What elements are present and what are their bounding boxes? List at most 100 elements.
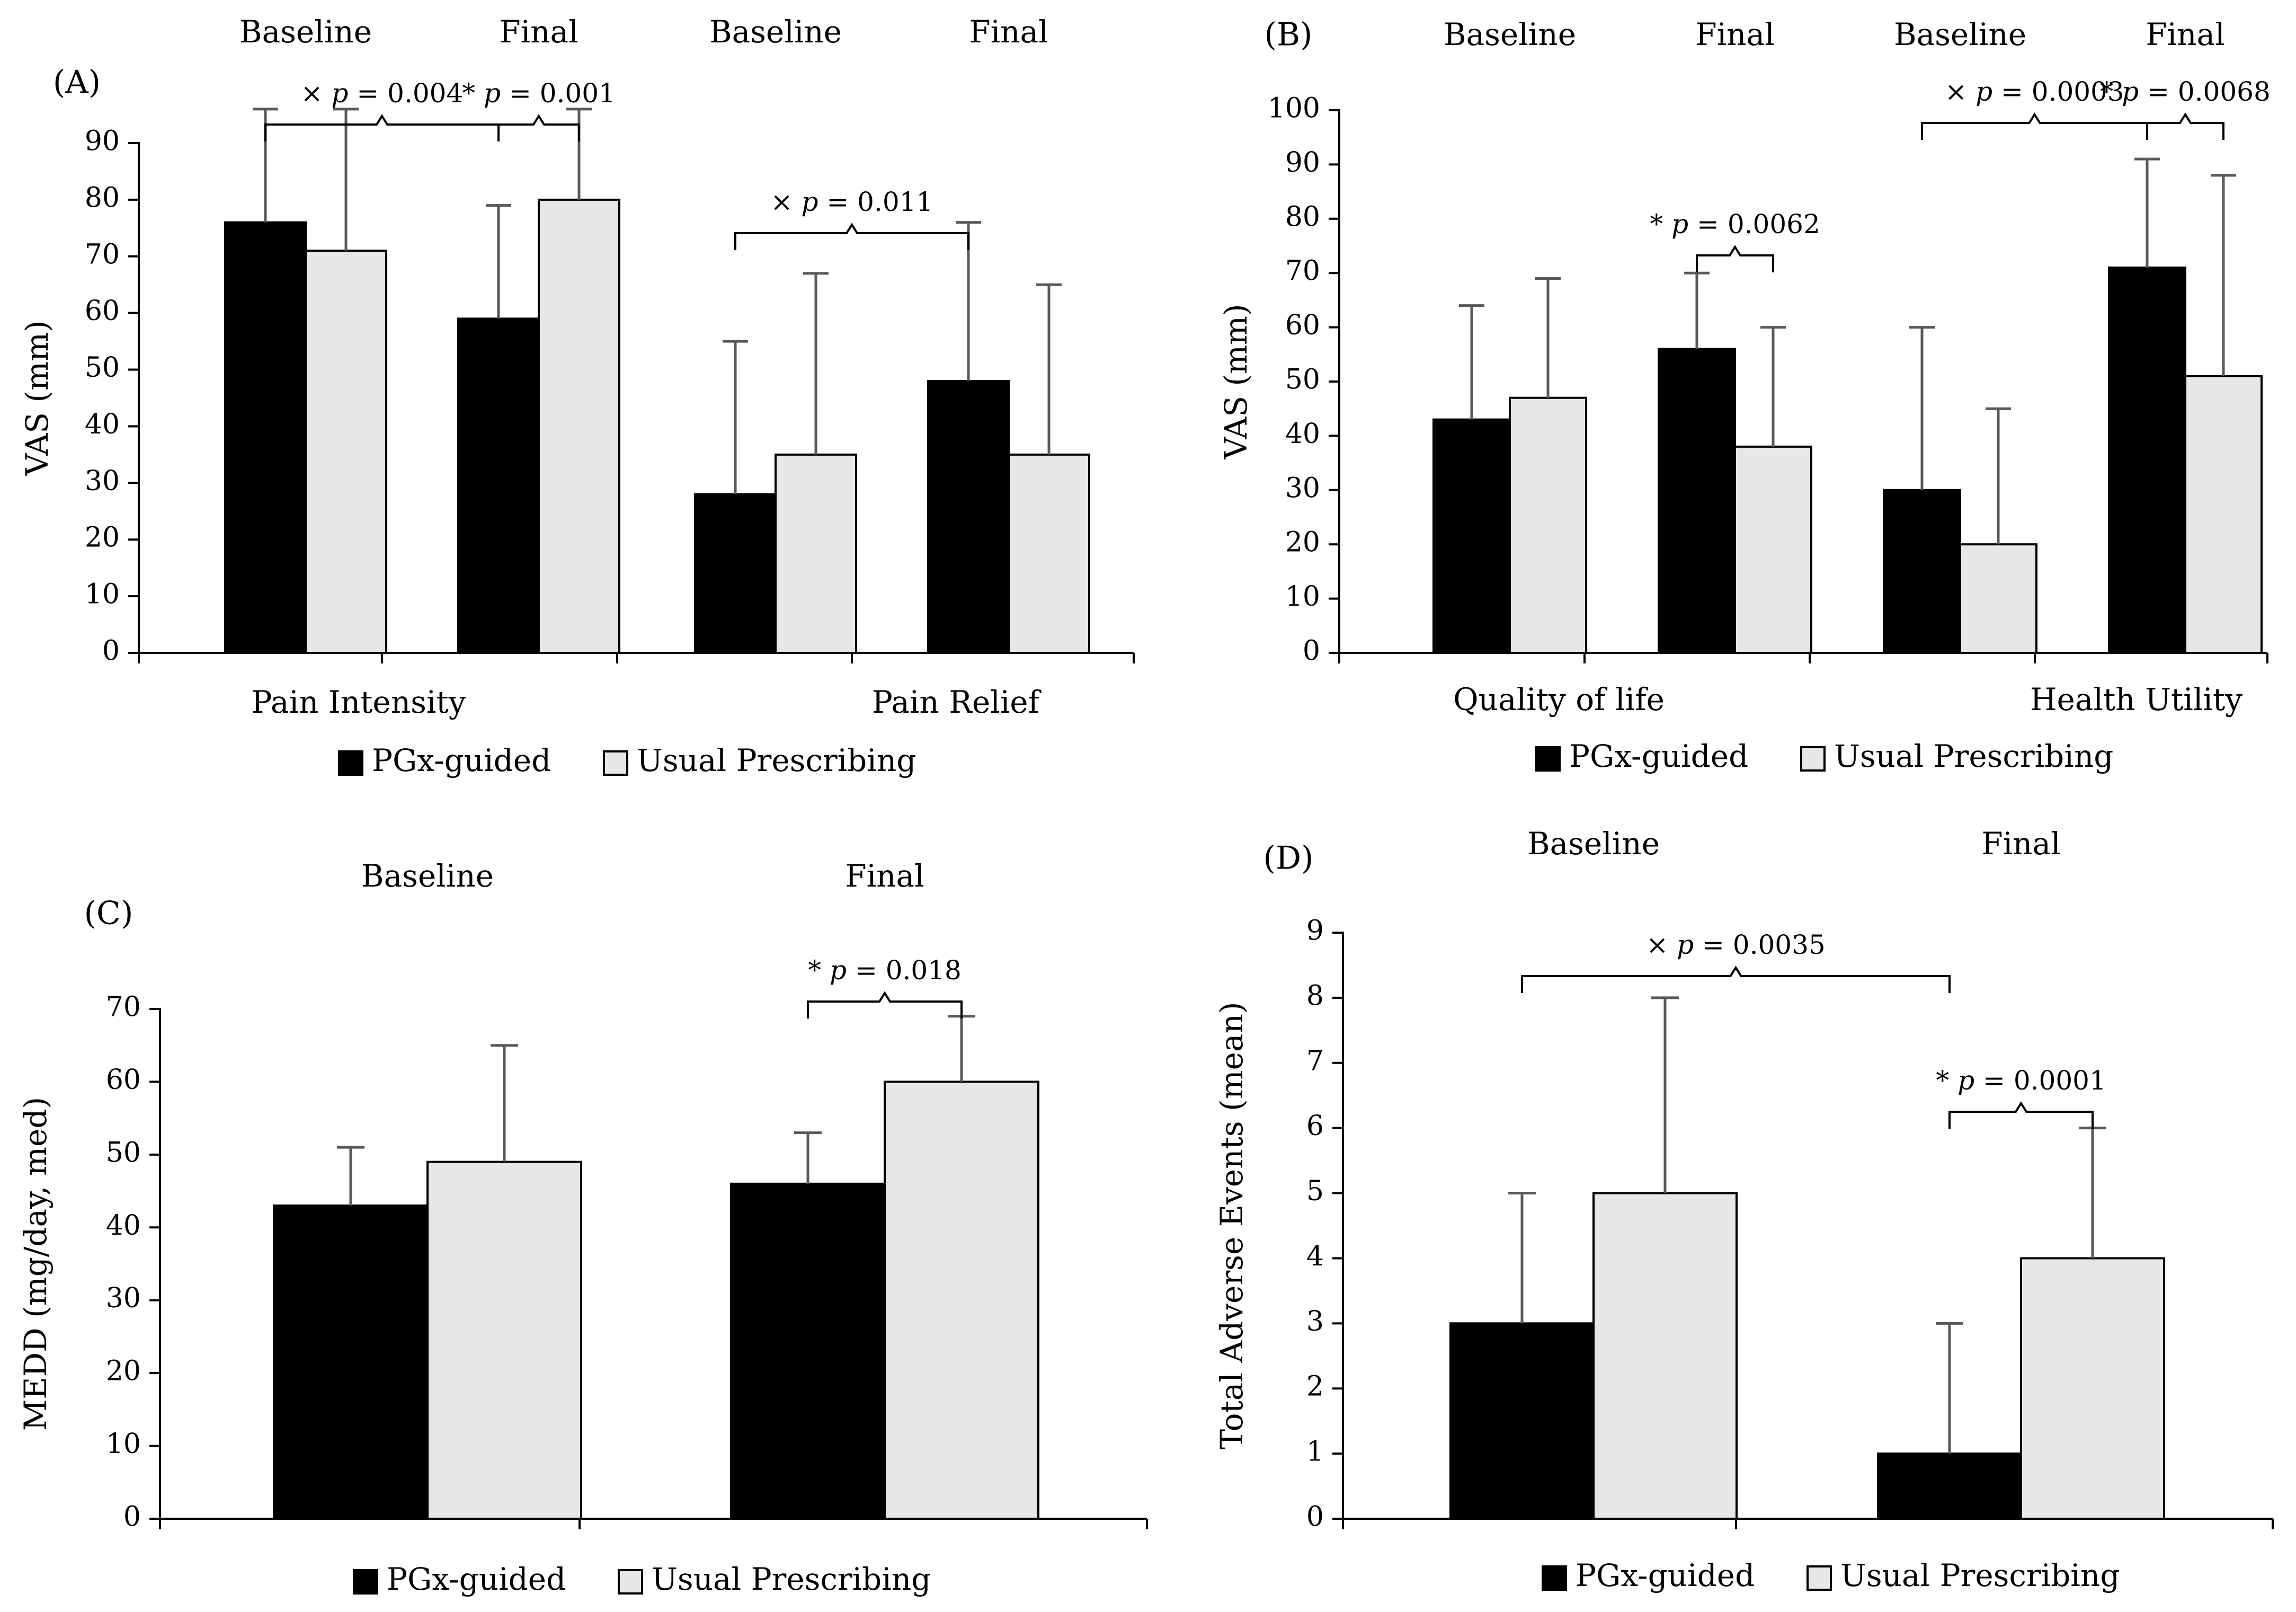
y-tick-label: 60	[1285, 309, 1320, 341]
legend-label-usual: Usual Prescribing	[637, 742, 916, 778]
legend-swatch-usual	[603, 750, 628, 776]
legend-label-usual: Usual Prescribing	[652, 1561, 931, 1597]
legend-label-usual: Usual Prescribing	[1840, 1557, 2120, 1593]
pgx-guided-bar	[1658, 348, 1736, 654]
y-tick-label: 90	[1285, 147, 1320, 179]
usual-prescribing-bar	[1959, 543, 2037, 654]
subgroup-label: Final	[499, 14, 578, 50]
y-tick-label: 100	[1268, 93, 1320, 125]
y-tick-label: 50	[106, 1137, 141, 1168]
significance-p-value: * p = 0.018	[808, 955, 962, 986]
pgx-guided-bar	[457, 317, 540, 654]
pgx-guided-bar	[2108, 266, 2186, 654]
subgroup-label: Baseline	[1894, 16, 2026, 52]
pgx-guided-bar	[694, 493, 777, 654]
y-axis-title: VAS (mm)	[1218, 304, 1254, 459]
significance-bracket	[264, 114, 500, 141]
usual-prescribing-bar	[305, 250, 387, 654]
usual-prescribing-bar	[2184, 375, 2263, 654]
legend-swatch-usual	[1806, 1565, 1832, 1591]
significance-p-value: × p = 0.0035	[1646, 929, 1825, 960]
usual-prescribing-bar	[1734, 445, 1812, 654]
subgroup-label: Final	[1981, 826, 2060, 862]
significance-bracket	[807, 991, 963, 1018]
y-tick-label: 60	[85, 295, 120, 327]
y-tick-label: 70	[1285, 255, 1320, 287]
y-tick-label: 3	[1306, 1306, 1324, 1338]
y-tick-label: 20	[106, 1356, 141, 1387]
y-tick-label: 2	[1306, 1371, 1324, 1403]
subgroup-label: Baseline	[239, 14, 372, 50]
y-tick-label: 60	[106, 1064, 141, 1096]
legend-label-pgx: PGx-guided	[1569, 738, 1748, 774]
panel-label: (B)	[1265, 16, 1313, 54]
y-tick-label: 0	[1306, 1501, 1324, 1533]
pgx-guided-bar	[1877, 1452, 2022, 1520]
pgx-guided-bar	[1432, 418, 1511, 654]
pgx-guided-bar	[1449, 1322, 1595, 1520]
y-tick-label: 40	[1285, 418, 1320, 450]
significance-p-value: * p = 0.001	[462, 78, 616, 109]
legend-swatch-pgx	[1542, 1565, 1567, 1591]
significance-bracket	[734, 223, 969, 250]
y-tick-label: 50	[1285, 364, 1320, 396]
subgroup-label: Baseline	[709, 14, 842, 50]
category-label: Health Utility	[2030, 681, 2242, 718]
subgroup-label: Final	[845, 858, 924, 894]
y-tick-label: 10	[85, 579, 120, 610]
subgroup-label: Baseline	[1527, 826, 1660, 862]
usual-prescribing-bar	[538, 198, 620, 654]
panel-label: (C)	[84, 895, 134, 932]
y-tick-label: 1	[1306, 1436, 1324, 1468]
y-tick-label: 90	[85, 126, 120, 157]
y-tick-label: 0	[123, 1501, 141, 1533]
significance-bracket	[1948, 1101, 2094, 1129]
y-tick-label: 40	[106, 1210, 141, 1242]
legend-label-pgx: PGx-guided	[1576, 1557, 1755, 1593]
panel-b: 0 10 20 30 40 50 60 70 80 90 100 Baseline Final Quali…	[1218, 16, 2271, 774]
panel-label: (D)	[1263, 840, 1314, 877]
usual-prescribing-bar	[775, 453, 857, 654]
y-tick-label: 40	[85, 409, 120, 440]
subgroup-label: Final	[2146, 16, 2224, 52]
significance-bracket	[1521, 966, 1951, 993]
significance-bracket	[1921, 112, 2148, 140]
y-tick-label: 5	[1306, 1175, 1324, 1207]
usual-prescribing-bar	[884, 1080, 1039, 1520]
y-tick-label: 10	[106, 1428, 141, 1460]
y-tick-label: 0	[1303, 635, 1320, 667]
significance-bracket	[2146, 112, 2224, 140]
panel-a: 0 10 20 30 40 50 60 70 80 90 Baseline Final Pain Int…	[19, 14, 1135, 778]
category-label: Pain Intensity	[252, 684, 466, 720]
legend-swatch-pgx	[338, 750, 363, 776]
y-tick-label: 70	[106, 991, 141, 1023]
significance-p-value: × p = 0.011	[771, 187, 933, 217]
y-tick-label: 10	[1285, 581, 1320, 613]
pgx-guided-bar	[1883, 489, 1961, 654]
pgx-guided-bar	[927, 379, 1010, 654]
subgroup-label: Baseline	[361, 858, 494, 894]
legend-swatch-pgx	[1535, 746, 1561, 772]
pgx-guided-bar	[224, 221, 307, 654]
y-tick-label: 30	[1285, 472, 1320, 504]
pgx-guided-bar	[273, 1204, 429, 1520]
y-tick-label: 50	[85, 352, 120, 384]
y-tick-label: 6	[1306, 1110, 1324, 1142]
pgx-guided-bar	[730, 1182, 886, 1520]
y-axis-title: Total Adverse Events (mean)	[1214, 1002, 1250, 1449]
legend-label-pgx: PGx-guided	[387, 1561, 566, 1597]
legend-swatch-pgx	[353, 1569, 378, 1595]
legend-swatch-usual	[1800, 746, 1826, 772]
y-tick-label: 30	[85, 465, 120, 497]
legend-swatch-usual	[618, 1569, 643, 1595]
panel-d: 0 1 2 3 4 5 6 7 8 9 Baseline Final × p = 0.0035 * p =…	[1214, 826, 2274, 1593]
y-tick-label: 20	[1285, 527, 1320, 559]
y-axis-title: MEDD (mg/day, med)	[17, 1097, 54, 1431]
significance-bracket	[1696, 245, 1774, 272]
y-axis-title: VAS (mm)	[19, 320, 55, 476]
significance-p-value: × p = 0.004	[301, 78, 464, 109]
y-tick-label: 70	[85, 238, 120, 270]
y-tick-label: 80	[1285, 201, 1320, 233]
y-tick-label: 80	[85, 182, 120, 214]
